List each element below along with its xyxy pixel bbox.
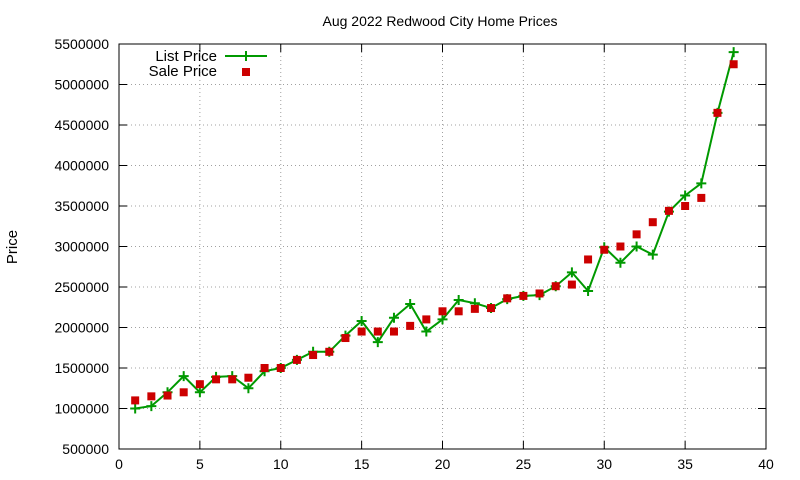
y-axis-label: Price [4, 230, 21, 264]
list-price-point [421, 326, 432, 337]
list-price-point [647, 249, 658, 260]
sale-price-point [567, 280, 576, 289]
legend-marker-list-price [241, 51, 251, 61]
sale-price-point [632, 230, 641, 239]
list-price-point [728, 47, 739, 58]
sale-price-point [664, 206, 673, 215]
sale-price-point [373, 327, 382, 336]
x-tick-label: 5 [196, 456, 204, 472]
sale-price-point [422, 315, 431, 324]
sale-price-point [309, 351, 318, 360]
x-tick-label: 30 [596, 456, 612, 472]
list-price-point [356, 316, 367, 327]
sale-price-point [131, 396, 140, 405]
sale-price-point [600, 245, 609, 254]
list-price-point [194, 387, 205, 398]
legend-marker-sale-price [242, 68, 250, 76]
sale-price-point [503, 294, 512, 303]
x-tick-label: 35 [677, 456, 693, 472]
y-tick-label: 5500000 [54, 36, 109, 52]
axis-ticks: 0 5 10 15 20 25 30 35 40 500000 1000000 1500000 2000… [54, 36, 774, 472]
list-price-line [135, 51, 735, 410]
list-price-point [178, 371, 189, 382]
sale-price-point [681, 202, 690, 210]
sale-price-point [616, 242, 625, 251]
sale-price-point [519, 291, 528, 300]
sale-price-point [163, 391, 172, 400]
list-price-point [583, 286, 594, 297]
legend-label-list-price: List Price [155, 48, 217, 65]
list-price-point [453, 294, 464, 305]
sale-price-point [697, 193, 706, 202]
x-tick-label: 10 [273, 456, 289, 472]
x-tick-label: 20 [435, 456, 451, 472]
list-price-point [631, 241, 642, 252]
sale-price-point [147, 392, 156, 401]
sale-price-point [292, 355, 301, 364]
sale-price-point [535, 289, 544, 298]
list-price-point [388, 312, 399, 323]
x-tick-label: 25 [516, 456, 532, 472]
list-price-point [615, 257, 626, 268]
sale-price-point [470, 304, 479, 313]
sale-price-point [584, 255, 593, 264]
y-tick-label: 4000000 [54, 158, 109, 174]
list-price-point [437, 314, 448, 325]
y-tick-label: 1000000 [54, 401, 109, 417]
y-tick-label: 500000 [62, 441, 109, 457]
sale-price-point [406, 321, 415, 330]
sale-price-point [212, 375, 221, 384]
sale-price-point [179, 388, 188, 397]
y-tick-label: 1500000 [54, 360, 109, 376]
list-price-point [130, 403, 141, 414]
sale-price-point [389, 327, 398, 336]
y-tick-label: 3500000 [54, 198, 109, 214]
plot-frame [118, 43, 767, 450]
y-tick-label: 3000000 [54, 239, 109, 255]
sale-price-point [357, 327, 366, 336]
list-price-point [146, 401, 157, 412]
list-price-point [566, 267, 577, 278]
sale-price-point [729, 60, 738, 69]
sale-price-point [454, 307, 463, 316]
sale-price-point [341, 334, 350, 343]
y-tick-label: 2500000 [54, 279, 109, 295]
x-tick-label: 0 [115, 456, 123, 472]
list-price-point [680, 190, 691, 201]
y-tick-label: 5000000 [54, 77, 109, 93]
sale-price-point [325, 347, 334, 356]
x-tick-label: 15 [354, 456, 370, 472]
list-price-point [372, 337, 383, 348]
list-price-point [696, 178, 707, 189]
series-sale-price [131, 60, 738, 405]
list-price-point [405, 299, 416, 310]
sale-price-point [228, 375, 237, 384]
legend: List Price Sale Price [149, 48, 267, 80]
sale-price-point [551, 282, 560, 291]
y-tick-label: 2000000 [54, 320, 109, 336]
y-tick-label: 4500000 [54, 117, 109, 133]
sale-price-point [438, 307, 447, 316]
sale-price-point [487, 304, 496, 313]
chart-title: Aug 2022 Redwood City Home Prices [322, 13, 557, 29]
sale-price-point [713, 108, 722, 117]
list-price-point [243, 383, 254, 394]
sale-price-point [195, 380, 204, 389]
legend-label-sale-price: Sale Price [149, 63, 217, 80]
sale-price-point [260, 364, 269, 372]
sale-price-point [648, 218, 657, 227]
grid-lines [119, 44, 766, 449]
sale-price-point [276, 364, 285, 372]
x-tick-label: 40 [758, 456, 774, 472]
series-list-price [130, 47, 739, 414]
sale-price-point [244, 373, 253, 382]
